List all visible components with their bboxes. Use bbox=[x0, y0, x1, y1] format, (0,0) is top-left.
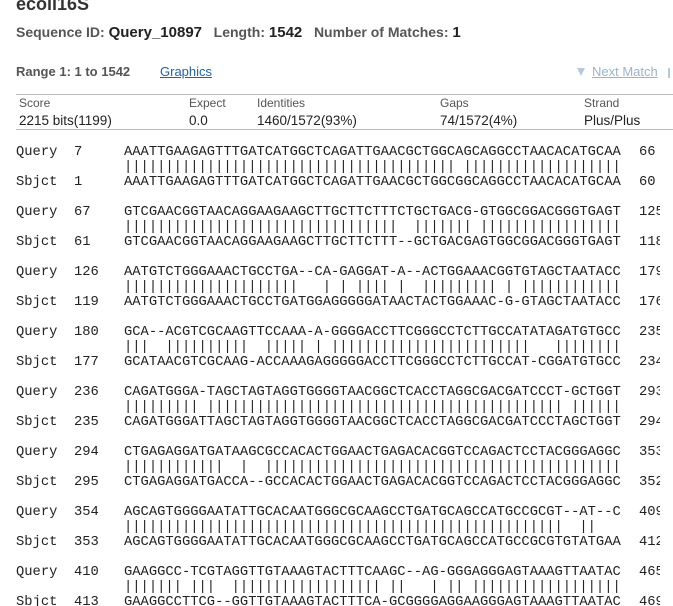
sbjct-sequence: GTCGAACGGTAACAGGAAGAAGCTTGCTTCTTT--GCTGA… bbox=[124, 235, 621, 250]
sbjct-end: 60 bbox=[639, 175, 656, 190]
query-end: 66 bbox=[639, 145, 656, 160]
sbjct-end: 469 bbox=[639, 595, 660, 606]
sbjct-start: 353 bbox=[74, 535, 99, 550]
query-label: Query bbox=[16, 385, 58, 400]
match-line: ||| |||||||||| ||||| | |||||||||||||||||… bbox=[124, 340, 621, 355]
arrow-icon bbox=[577, 68, 585, 76]
range-label: Range 1: 1 to 1542 bbox=[16, 64, 131, 79]
sbjct-sequence: GAAGGCCTTCG--GGTTGTAAAGTACTTTCA-GCGGGGAG… bbox=[124, 595, 621, 606]
query-start: 180 bbox=[74, 325, 99, 340]
query-end: 353 bbox=[639, 445, 660, 460]
sbjct-label: Sbjct bbox=[16, 175, 58, 190]
match-line: ||||||||||||||||||||| | | |||| | |||||||… bbox=[124, 280, 621, 295]
match-line: ||||||||||||||||||||||||||||||||||||||||… bbox=[124, 520, 621, 535]
next-match-link[interactable]: Next Match bbox=[592, 64, 658, 79]
match-line: ||||||||||||||||||||||||||||||||||||||||… bbox=[124, 160, 621, 175]
sbjct-sequence: AATGTCTGGGAAACTGCCTGATGGAGGGGGATAACTACTG… bbox=[124, 295, 621, 310]
match-line: ||||||| ||| |||||||||||||||||| || | || |… bbox=[124, 580, 621, 595]
query-end: 409 bbox=[639, 505, 660, 520]
sbjct-label: Sbjct bbox=[16, 235, 58, 250]
value: 1542 bbox=[268, 24, 303, 41]
title: ecoli16S bbox=[16, 0, 90, 14]
sbjct-end: 118 bbox=[639, 235, 660, 250]
query-label: Query bbox=[16, 445, 58, 460]
sbjct-sequence: GCATAACGTCGCAAG-ACCAAAGAGGGGGACCTTCGGGCC… bbox=[124, 355, 621, 370]
sbjct-end: 176 bbox=[639, 295, 660, 310]
query-start: 410 bbox=[74, 565, 99, 580]
sbjct-label: Sbjct bbox=[16, 595, 58, 606]
query-start: 236 bbox=[74, 385, 99, 400]
match-line: |||||||||||| | |||||||||||||||||||||||||… bbox=[124, 460, 621, 475]
query-sequence: GAAGGCC-TCGTAGGTTGTAAAGTACTTTCAAGC--AG-G… bbox=[124, 565, 621, 580]
sbjct-sequence: AAATTGAAGAGTTTGATCATGGCTCAGATTGAACGCTGGC… bbox=[124, 175, 621, 190]
stat-value: Plus/Plus bbox=[584, 113, 641, 128]
query-sequence: CTGAGAGGATGATAAGCGCCACACTGGAACTGAGACACGG… bbox=[124, 445, 621, 460]
sbjct-start: 1 bbox=[74, 175, 83, 190]
sbjct-start: 61 bbox=[74, 235, 91, 250]
query-start: 7 bbox=[74, 145, 83, 160]
query-end: 235 bbox=[639, 325, 660, 340]
sbjct-label: Sbjct bbox=[16, 295, 58, 310]
stat-value: 0.0 bbox=[189, 113, 208, 128]
query-start: 126 bbox=[74, 265, 99, 280]
stat-value: 74/1572(4%) bbox=[440, 113, 518, 128]
sbjct-label: Sbjct bbox=[16, 355, 58, 370]
value: Query_10897 bbox=[108, 24, 202, 41]
stat-header: Gaps bbox=[440, 96, 469, 110]
query-sequence: CAGATGGGA-TAGCTAGTAGGTGGGGTAACGGCTCACCTA… bbox=[124, 385, 621, 400]
sbjct-end: 234 bbox=[639, 355, 660, 370]
match-line: ||||||||||||||||||||||||||||||||| ||||||… bbox=[124, 220, 621, 235]
query-label: Query bbox=[16, 145, 58, 160]
query-start: 294 bbox=[74, 445, 99, 460]
sbjct-start: 413 bbox=[74, 595, 99, 606]
sbjct-sequence: CAGATGGGATTAGCTAGTAGGTGGGGTAACGGCTCACCTA… bbox=[124, 415, 621, 430]
query-sequence: AATGTCTGGGAAACTGCCTGA--CA-GAGGAT-A--ACTG… bbox=[124, 265, 621, 280]
query-end: 125 bbox=[639, 205, 660, 220]
sbjct-end: 352 bbox=[639, 475, 660, 490]
query-label: Query bbox=[16, 265, 58, 280]
stat-value: 1460/1572(93%) bbox=[257, 113, 357, 128]
stat-header: Expect bbox=[189, 96, 226, 110]
sbjct-label: Sbjct bbox=[16, 475, 58, 490]
query-start: 67 bbox=[74, 205, 91, 220]
stat-header: Strand bbox=[584, 96, 620, 110]
query-start: 354 bbox=[74, 505, 99, 520]
sbjct-label: Sbjct bbox=[16, 535, 58, 550]
graphics-link[interactable]: Graphics bbox=[160, 64, 213, 79]
query-label: Query bbox=[16, 505, 58, 520]
sbjct-end: 294 bbox=[639, 415, 660, 430]
query-label: Query bbox=[16, 565, 58, 580]
query-sequence: AAATTGAAGAGTTTGATCATGGCTCAGATTGAACGCTGGC… bbox=[124, 145, 621, 160]
icon bbox=[668, 68, 670, 78]
query-end: 293 bbox=[639, 385, 660, 400]
stat-value: 2215 bits(1199) bbox=[19, 113, 112, 128]
value: 1 bbox=[452, 24, 461, 41]
query-end: 465 bbox=[639, 565, 660, 580]
label: Sequence ID: bbox=[16, 24, 105, 40]
label: Number of Matches: bbox=[313, 24, 449, 40]
sbjct-start: 119 bbox=[74, 295, 99, 310]
query-label: Query bbox=[16, 205, 58, 220]
sequence-info: Sequence ID: Query_10897 Length: 1542 Nu… bbox=[16, 24, 461, 41]
stat-header: Score bbox=[19, 96, 51, 110]
sbjct-label: Sbjct bbox=[16, 415, 58, 430]
match-line: ||||||||| ||||||||||||||||||||||||||||||… bbox=[124, 400, 621, 415]
query-label: Query bbox=[16, 325, 58, 340]
sbjct-end: 412 bbox=[639, 535, 660, 550]
query-end: 179 bbox=[639, 265, 660, 280]
stat-header: Identities bbox=[257, 96, 306, 110]
query-sequence: AGCAGTGGGGAATATTGCACAATGGGCGCAAGCCTGATGC… bbox=[124, 505, 621, 520]
label: Length: bbox=[213, 24, 265, 40]
query-sequence: GTCGAACGGTAACAGGAAGAAGCTTGCTTCTTTCTGCTGA… bbox=[124, 205, 621, 220]
sbjct-start: 177 bbox=[74, 355, 99, 370]
sbjct-sequence: CTGAGAGGATGACCA--GCCACACTGGAACTGAGACACGG… bbox=[124, 475, 621, 490]
sbjct-sequence: AGCAGTGGGGAATATTGCACAATGGGCGCAAGCCTGATGC… bbox=[124, 535, 621, 550]
sbjct-start: 295 bbox=[74, 475, 99, 490]
stats-table bbox=[16, 94, 673, 130]
query-sequence: GCA--ACGTCGCAAGTTCCAAA-A-GGGGACCTTCGGGCC… bbox=[124, 325, 621, 340]
sbjct-start: 235 bbox=[74, 415, 99, 430]
